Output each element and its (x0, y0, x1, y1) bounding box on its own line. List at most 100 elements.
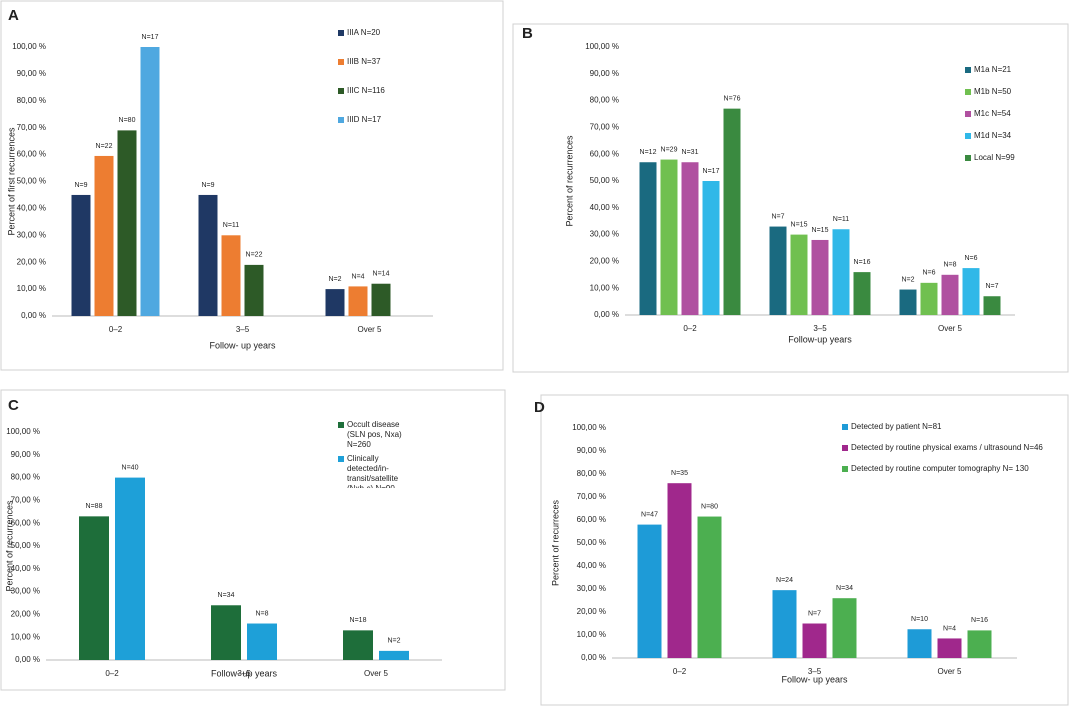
legend-swatch (965, 111, 971, 117)
y-tick-label: 0,00 % (21, 311, 46, 320)
data-label: N=16 (971, 617, 988, 624)
bar (702, 181, 720, 315)
y-tick-label: 10,00 % (17, 284, 46, 293)
data-label: N=2 (328, 276, 341, 283)
legend-label: IIIA N=20 (347, 28, 381, 37)
y-axis-title: Percent of recurreces (550, 499, 560, 586)
x-tick-label: 0–2 (105, 669, 119, 678)
x-tick-label: 3–5 (237, 669, 251, 678)
bar (920, 282, 938, 315)
bar (832, 229, 850, 315)
bar (115, 477, 145, 660)
data-label: N=15 (791, 221, 808, 228)
x-tick-label: 0–2 (683, 324, 697, 333)
y-tick-label: 90,00 % (577, 446, 606, 455)
data-label: N=10 (911, 616, 928, 623)
y-tick-label: 60,00 % (590, 149, 619, 158)
x-tick-label: Over 5 (357, 325, 382, 334)
data-label: N=4 (351, 273, 364, 280)
y-tick-label: 70,00 % (577, 492, 606, 501)
bar (681, 162, 699, 315)
x-tick-label: Over 5 (937, 667, 962, 676)
x-tick-label: 3–5 (808, 667, 822, 676)
y-tick-label: 50,00 % (590, 176, 619, 185)
data-label: N=9 (74, 182, 87, 189)
x-tick-label: 3–5 (813, 324, 827, 333)
data-label: N=11 (223, 222, 240, 229)
y-tick-label: 40,00 % (577, 561, 606, 570)
data-label: N=80 (701, 503, 718, 510)
bar (221, 235, 241, 316)
x-axis-title: Follow-up years (788, 334, 852, 344)
legend-label: Detected by routine computer tomography … (851, 464, 1029, 473)
y-tick-label: 40,00 % (590, 203, 619, 212)
legend-label-box: IIIA N=20 (347, 28, 381, 37)
data-label: N=2 (901, 276, 914, 283)
data-label: N=34 (218, 592, 235, 599)
bar (983, 296, 1001, 315)
legend-label-box: M1b N=50 (974, 87, 1011, 96)
data-label: N=2 (387, 638, 400, 645)
panel-frame (540, 394, 1069, 706)
bar (247, 623, 277, 660)
data-label: N=15 (812, 227, 829, 234)
y-tick-label: 0,00 % (581, 653, 606, 662)
data-label: N=76 (724, 95, 741, 102)
y-axis-title: Percent of recurrences (4, 500, 14, 592)
legend-label-box: M1c N=54 (974, 109, 1011, 118)
data-label: N=9 (201, 182, 214, 189)
bar (937, 638, 962, 658)
legend-label: Occult disease (SLN pos, Nxa) N=260 (347, 420, 402, 449)
data-label: N=22 (246, 252, 263, 259)
legend-swatch (338, 88, 344, 94)
bar (343, 630, 373, 660)
y-tick-label: 70,00 % (11, 496, 40, 505)
data-label: N=88 (86, 503, 103, 510)
panel-label: D (534, 399, 545, 416)
y-tick-label: 100,00 % (12, 42, 46, 51)
y-tick-label: 20,00 % (590, 257, 619, 266)
legend-swatch (338, 117, 344, 123)
y-tick-label: 10,00 % (11, 632, 40, 641)
x-axis-title: Follow- up years (211, 668, 278, 678)
bar (79, 516, 109, 660)
data-label: N=7 (771, 213, 784, 220)
y-tick-label: 100,00 % (585, 42, 619, 51)
y-tick-label: 30,00 % (590, 230, 619, 239)
y-tick-label: 40,00 % (11, 564, 40, 573)
bar (117, 130, 137, 316)
panel-label: C (8, 397, 19, 414)
legend-label-box: Clinically detected/in-transit/satellite… (347, 454, 398, 488)
data-label: N=17 (703, 168, 720, 175)
y-tick-label: 20,00 % (11, 610, 40, 619)
bar (660, 159, 678, 315)
y-tick-label: 20,00 % (17, 257, 46, 266)
x-tick-label: Over 5 (938, 324, 963, 333)
legend-label-box: IIID N=17 (347, 115, 381, 124)
data-label: N=29 (661, 146, 678, 153)
y-tick-label: 90,00 % (590, 69, 619, 78)
data-label: N=8 (943, 262, 956, 269)
legend-swatch (965, 133, 971, 139)
data-label: N=18 (350, 617, 367, 624)
data-label: N=80 (119, 117, 136, 124)
panel-label: B (522, 25, 533, 42)
legend-label: Detected by patient N=81 (851, 422, 942, 431)
legend-label: M1d N=34 (974, 131, 1012, 140)
legend-swatch (338, 30, 344, 36)
data-label: N=31 (682, 149, 699, 156)
y-tick-label: 90,00 % (17, 69, 46, 78)
legend-label-box: IIIC N=116 (347, 86, 385, 95)
legend-label-box: Local N=99 (974, 153, 1015, 162)
bar (899, 289, 917, 315)
legend-label-box: Detected by routine computer tomography … (851, 464, 1029, 473)
data-label: N=11 (833, 216, 850, 223)
y-tick-label: 50,00 % (17, 177, 46, 186)
y-tick-label: 10,00 % (577, 630, 606, 639)
legend-swatch (842, 466, 848, 472)
data-label: N=22 (96, 143, 113, 150)
data-label: N=17 (142, 34, 159, 41)
y-tick-label: 30,00 % (577, 584, 606, 593)
data-label: N=7 (808, 610, 821, 617)
